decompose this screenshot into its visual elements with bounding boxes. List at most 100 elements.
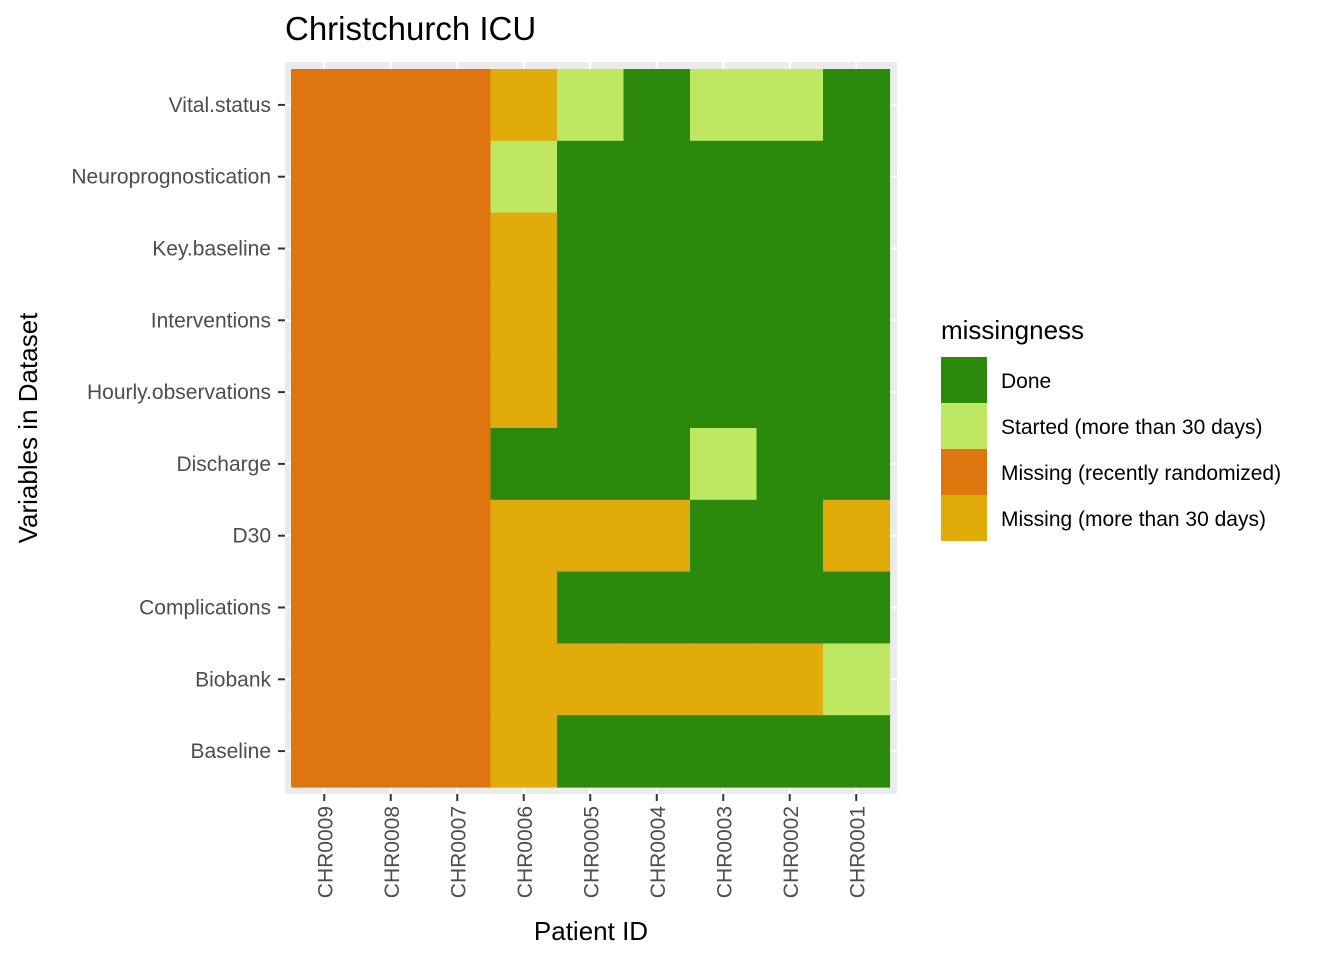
cell-complications-chr0001 xyxy=(823,571,891,644)
cell-vital-status-chr0004 xyxy=(623,69,691,142)
cell-neuroprognostication-chr0003 xyxy=(690,140,758,214)
cell-baseline-chr0004 xyxy=(623,715,691,788)
x-tick-label-chr0005: CHR0005 xyxy=(580,806,603,898)
legend-title: missingness xyxy=(941,315,1084,345)
heatmap-cells xyxy=(291,69,891,788)
y-tick-label-key-baseline: Key.baseline xyxy=(152,238,271,261)
cell-interventions-chr0001 xyxy=(823,284,891,357)
cell-baseline-chr0007 xyxy=(424,715,492,788)
x-tick-label-chr0006: CHR0006 xyxy=(514,806,537,898)
cell-d30-chr0005 xyxy=(557,499,625,573)
cell-vital-status-chr0005 xyxy=(557,69,625,142)
cell-biobank-chr0009 xyxy=(291,643,359,716)
cell-vital-status-chr0001 xyxy=(823,69,891,142)
cell-hourly-observations-chr0006 xyxy=(490,356,558,429)
cell-discharge-chr0002 xyxy=(756,428,824,501)
cell-d30-chr0007 xyxy=(424,499,492,573)
cell-discharge-chr0009 xyxy=(291,428,359,501)
legend-label-missing30: Missing (more than 30 days) xyxy=(1001,508,1266,531)
x-tick-label-chr0003: CHR0003 xyxy=(713,806,736,898)
cell-neuroprognostication-chr0001 xyxy=(823,140,891,214)
cell-key-baseline-chr0007 xyxy=(424,212,492,285)
cell-interventions-chr0003 xyxy=(690,284,758,357)
y-tick-label-biobank: Biobank xyxy=(195,668,271,691)
cell-neuroprognostication-chr0002 xyxy=(756,140,824,214)
cell-vital-status-chr0003 xyxy=(690,69,758,142)
cell-hourly-observations-chr0002 xyxy=(756,356,824,429)
legend-swatch-done xyxy=(941,357,987,403)
cell-biobank-chr0002 xyxy=(756,643,824,716)
cell-neuroprognostication-chr0008 xyxy=(357,140,425,214)
cell-biobank-chr0007 xyxy=(424,643,492,716)
cell-interventions-chr0005 xyxy=(557,284,625,357)
cell-baseline-chr0001 xyxy=(823,715,891,788)
cell-key-baseline-chr0004 xyxy=(623,212,691,285)
x-tick-label-chr0002: CHR0002 xyxy=(780,806,803,898)
cell-interventions-chr0002 xyxy=(756,284,824,357)
cell-hourly-observations-chr0004 xyxy=(623,356,691,429)
legend-swatch-missing30 xyxy=(941,495,987,541)
cell-key-baseline-chr0001 xyxy=(823,212,891,285)
cell-baseline-chr0003 xyxy=(690,715,758,788)
cell-key-baseline-chr0003 xyxy=(690,212,758,285)
cell-neuroprognostication-chr0004 xyxy=(623,140,691,214)
cell-interventions-chr0008 xyxy=(357,284,425,357)
cell-d30-chr0003 xyxy=(690,499,758,573)
y-tick-label-vital-status: Vital.status xyxy=(169,94,271,117)
cell-biobank-chr0005 xyxy=(557,643,625,716)
y-axis-title: Variables in Dataset xyxy=(13,312,43,544)
cell-hourly-observations-chr0007 xyxy=(424,356,492,429)
cell-complications-chr0002 xyxy=(756,571,824,644)
cell-neuroprognostication-chr0007 xyxy=(424,140,492,214)
legend-label-started: Started (more than 30 days) xyxy=(1001,416,1262,439)
cell-complications-chr0006 xyxy=(490,571,558,644)
cell-complications-chr0009 xyxy=(291,571,359,644)
cell-vital-status-chr0002 xyxy=(756,69,824,142)
cell-interventions-chr0007 xyxy=(424,284,492,357)
cell-interventions-chr0009 xyxy=(291,284,359,357)
cell-hourly-observations-chr0009 xyxy=(291,356,359,429)
cell-baseline-chr0008 xyxy=(357,715,425,788)
y-axis: Vital.status Neuroprognostication Key.base… xyxy=(71,94,285,763)
cell-vital-status-chr0008 xyxy=(357,69,425,142)
cell-biobank-chr0001 xyxy=(823,643,891,716)
cell-discharge-chr0005 xyxy=(557,428,625,501)
y-tick-label-complications: Complications xyxy=(139,597,271,620)
cell-discharge-chr0006 xyxy=(490,428,558,501)
cell-d30-chr0004 xyxy=(623,499,691,573)
legend-swatch-started xyxy=(941,403,987,449)
cell-discharge-chr0001 xyxy=(823,428,891,501)
cell-biobank-chr0004 xyxy=(623,643,691,716)
cell-hourly-observations-chr0001 xyxy=(823,356,891,429)
cell-complications-chr0007 xyxy=(424,571,492,644)
cell-d30-chr0001 xyxy=(823,499,891,573)
cell-vital-status-chr0006 xyxy=(490,69,558,142)
cell-key-baseline-chr0002 xyxy=(756,212,824,285)
legend: missingness Done Started (more than 30 da… xyxy=(941,315,1281,541)
legend-label-recent: Missing (recently randomized) xyxy=(1001,462,1281,485)
chart-title: Christchurch ICU xyxy=(285,10,536,47)
cell-hourly-observations-chr0005 xyxy=(557,356,625,429)
y-tick-label-neuroprognostication: Neuroprognostication xyxy=(71,166,271,189)
cell-vital-status-chr0009 xyxy=(291,69,359,142)
cell-d30-chr0002 xyxy=(756,499,824,573)
y-tick-label-interventions: Interventions xyxy=(151,309,271,332)
y-tick-label-d30: D30 xyxy=(232,525,271,548)
cell-biobank-chr0003 xyxy=(690,643,758,716)
cell-key-baseline-chr0005 xyxy=(557,212,625,285)
x-tick-label-chr0007: CHR0007 xyxy=(447,806,470,898)
cell-discharge-chr0007 xyxy=(424,428,492,501)
cell-hourly-observations-chr0008 xyxy=(357,356,425,429)
cell-key-baseline-chr0009 xyxy=(291,212,359,285)
cell-baseline-chr0005 xyxy=(557,715,625,788)
cell-key-baseline-chr0008 xyxy=(357,212,425,285)
cell-discharge-chr0003 xyxy=(690,428,758,501)
x-tick-label-chr0001: CHR0001 xyxy=(846,806,869,898)
legend-label-done: Done xyxy=(1001,370,1051,393)
cell-discharge-chr0008 xyxy=(357,428,425,501)
cell-d30-chr0006 xyxy=(490,499,558,573)
x-tick-label-chr0008: CHR0008 xyxy=(381,806,404,898)
cell-discharge-chr0004 xyxy=(623,428,691,501)
cell-biobank-chr0006 xyxy=(490,643,558,716)
